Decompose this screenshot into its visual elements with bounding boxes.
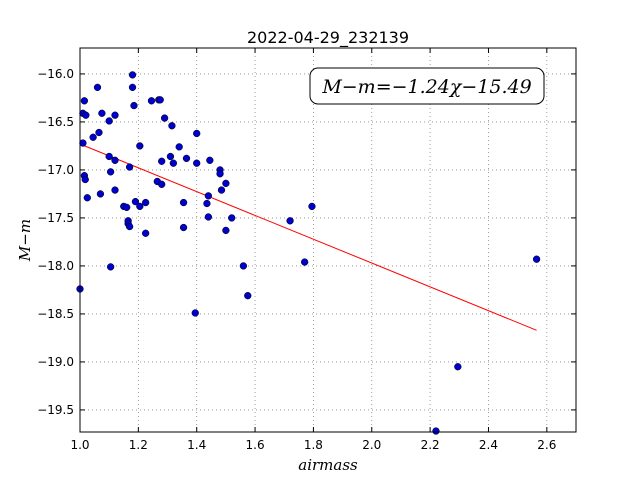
data-point	[222, 179, 230, 188]
data-point	[193, 159, 201, 167]
x-tick-label: 1.8	[304, 438, 323, 452]
data-point	[158, 180, 166, 188]
data-point	[204, 192, 213, 200]
data-point	[222, 226, 230, 235]
y-tick-label: −17.0	[37, 163, 74, 177]
x-tick-label: 2.2	[421, 438, 440, 452]
data-point	[95, 128, 103, 137]
data-point	[191, 309, 199, 317]
y-tick-label: −16.0	[37, 67, 74, 81]
x-tick-label: 2.6	[537, 438, 556, 452]
data-point	[125, 163, 134, 171]
data-point	[193, 129, 201, 138]
data-point	[81, 175, 89, 184]
data-point	[98, 109, 106, 117]
data-point	[182, 154, 191, 163]
x-tick-label: 2.4	[479, 438, 498, 452]
data-point	[156, 96, 164, 104]
data-point	[111, 186, 119, 194]
data-point	[128, 71, 137, 79]
data-point	[82, 111, 90, 119]
data-point	[106, 168, 115, 176]
data-point	[168, 122, 176, 130]
data-point	[141, 229, 150, 237]
data-point	[105, 117, 113, 125]
data-point	[130, 101, 138, 110]
data-point	[301, 258, 309, 266]
data-point	[89, 133, 97, 141]
data-point	[286, 217, 294, 225]
data-point	[203, 199, 211, 208]
annotation-box	[309, 67, 545, 105]
data-point	[125, 222, 134, 231]
data-point	[204, 213, 213, 221]
data-point	[166, 152, 175, 161]
chart-title: 2022-04-29_232139	[247, 28, 409, 48]
data-point	[432, 427, 440, 435]
annotation-text: M−m=−1.24χ−15.49	[321, 76, 531, 98]
data-point	[217, 186, 226, 194]
data-point	[179, 198, 188, 207]
x-tick-label: 1.2	[129, 438, 148, 452]
data-point	[239, 262, 248, 270]
data-point	[158, 157, 166, 165]
data-point	[244, 292, 252, 300]
fit-line	[79, 143, 537, 331]
data-point	[83, 194, 91, 202]
data-point	[206, 156, 214, 164]
data-point	[216, 170, 224, 178]
data-point	[175, 143, 183, 151]
data-point	[160, 114, 169, 122]
data-point	[147, 97, 156, 105]
y-axis-label: M−m	[16, 219, 34, 262]
axis-ticks: 1.0 1.2 1.4 1.6 1.8 2.0 2.2 2.4 2.6 −16.0 −16.5 −17…	[37, 48, 576, 452]
data-point	[105, 152, 113, 161]
x-tick-label: 1.4	[187, 438, 206, 452]
data-point	[123, 203, 131, 212]
y-tick-label: −16.5	[37, 115, 74, 129]
data-point	[111, 111, 119, 119]
data-point	[532, 255, 541, 263]
plot-area	[80, 48, 576, 432]
y-tick-label: −18.0	[37, 259, 74, 273]
data-point	[96, 190, 105, 198]
data-point	[454, 363, 462, 371]
data-point	[308, 202, 316, 211]
data-point	[106, 263, 115, 271]
data-point	[136, 142, 144, 150]
x-axis-label: airmass	[298, 456, 358, 474]
data-point	[141, 198, 150, 207]
plot-frame	[79, 47, 577, 433]
data-point	[93, 83, 102, 92]
data-point	[80, 97, 89, 105]
data-point	[79, 139, 87, 147]
data-point	[136, 202, 144, 211]
y-tick-label: −19.5	[37, 403, 74, 417]
y-tick-label: −17.5	[37, 211, 74, 225]
data-point	[179, 223, 188, 232]
fit-line-group	[79, 143, 537, 331]
data-point	[228, 214, 236, 222]
x-tick-label: 1.0	[70, 438, 89, 452]
x-tick-label: 1.6	[246, 438, 265, 452]
data-points	[76, 71, 541, 435]
y-tick-label: −19.0	[37, 355, 74, 369]
equation-annotation: M−m=−1.24χ−15.49	[309, 67, 545, 105]
y-tick-label: −18.5	[37, 307, 74, 321]
x-tick-label: 2.0	[362, 438, 381, 452]
data-point	[131, 197, 140, 206]
data-point	[128, 83, 137, 92]
data-point	[169, 159, 178, 167]
data-point	[111, 156, 119, 164]
